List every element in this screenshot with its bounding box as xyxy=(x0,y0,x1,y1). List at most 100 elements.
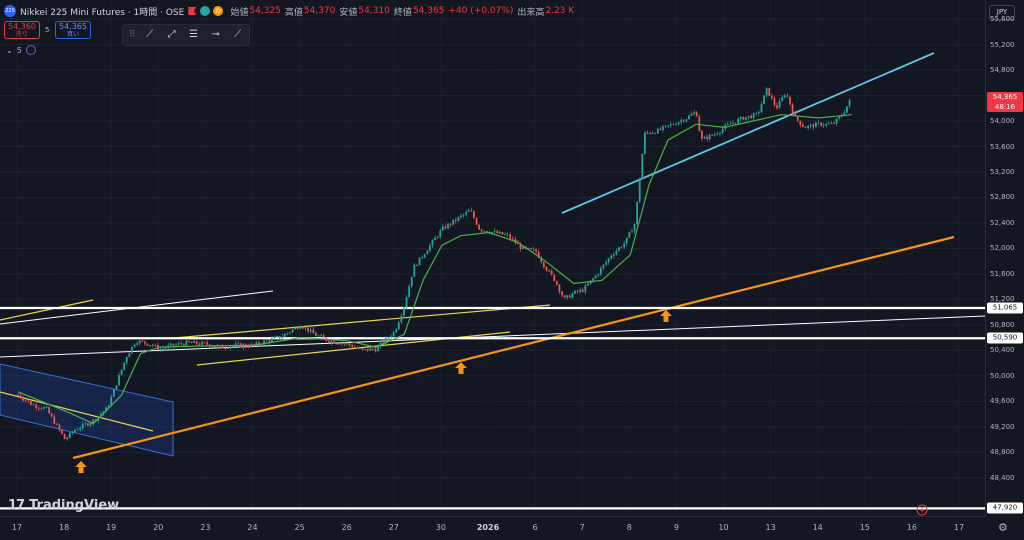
indicator-row[interactable]: ⌄ 5 xyxy=(6,45,36,55)
candle xyxy=(338,342,341,345)
horizontal-ray-tool-icon[interactable]: ⊸ xyxy=(211,29,220,40)
buy-button[interactable]: 54,365 買い xyxy=(55,21,91,39)
spread-value: 5 xyxy=(45,26,50,34)
candle-body xyxy=(677,122,680,125)
x-tick-label: 9 xyxy=(673,523,679,532)
candle-body xyxy=(636,201,639,225)
candle-body xyxy=(302,327,304,329)
delayed-data-badge[interactable]: D xyxy=(213,6,224,16)
drag-handle-icon[interactable]: ⠿ xyxy=(129,30,136,40)
candle-body xyxy=(713,134,716,136)
candle xyxy=(167,342,170,350)
indicator-circle-icon[interactable] xyxy=(25,45,36,55)
candle xyxy=(302,326,304,330)
candle-body xyxy=(125,357,128,363)
candle-body xyxy=(483,231,486,232)
candle-body xyxy=(719,132,721,134)
candle-body xyxy=(548,270,550,272)
candle xyxy=(700,129,703,142)
candle xyxy=(198,341,201,346)
candle xyxy=(457,216,460,222)
candle xyxy=(755,111,758,116)
candle xyxy=(439,228,442,239)
candle xyxy=(605,259,607,266)
candle xyxy=(22,395,25,403)
candle-body xyxy=(602,264,605,269)
candle-body xyxy=(43,407,45,409)
candle xyxy=(149,344,152,348)
candle-body xyxy=(195,341,198,344)
candle-body xyxy=(211,346,214,348)
symbol-logo[interactable]: 225 xyxy=(4,5,16,17)
candle xyxy=(729,120,732,125)
candle-body xyxy=(260,344,263,346)
candle-body xyxy=(364,348,367,350)
candle xyxy=(87,422,89,427)
candle-body xyxy=(366,348,369,351)
candle xyxy=(620,245,623,249)
candle-body xyxy=(664,125,667,127)
candle xyxy=(530,247,532,250)
candle-body xyxy=(610,256,613,259)
candle xyxy=(737,117,740,124)
candle xyxy=(812,123,815,130)
chart-plot-area[interactable] xyxy=(0,0,985,516)
candle-body xyxy=(804,126,807,129)
y-tick-label: 51,200 xyxy=(990,295,1015,304)
candle-body xyxy=(732,122,734,124)
candle-body xyxy=(149,345,152,346)
candle xyxy=(615,248,618,256)
currency-selector[interactable]: JPY xyxy=(989,5,1015,20)
candle xyxy=(501,231,504,235)
candle-body xyxy=(555,281,558,285)
candle xyxy=(783,93,786,99)
candle xyxy=(750,113,753,119)
candle xyxy=(465,209,468,217)
candle xyxy=(172,343,175,349)
candle xyxy=(656,127,659,134)
x-tick-label: 8 xyxy=(626,523,632,532)
candle-body xyxy=(403,307,405,316)
parallel-channel-tool-icon[interactable]: ☰ xyxy=(189,29,199,40)
flag-icon[interactable] xyxy=(188,7,197,15)
x-tick-label: 10 xyxy=(718,523,729,532)
candle-body xyxy=(581,289,584,292)
candle-body xyxy=(120,369,123,376)
candle-body xyxy=(716,133,719,135)
candle-body xyxy=(94,419,97,421)
extended-line-tool-icon[interactable]: ⟋ xyxy=(234,29,242,40)
y-tick-label: 49,200 xyxy=(990,422,1015,431)
lightning-icon[interactable] xyxy=(916,504,928,516)
candle xyxy=(597,273,600,278)
candle xyxy=(428,243,431,253)
candle-body xyxy=(63,433,66,440)
candle xyxy=(304,324,307,331)
chevron-down-icon[interactable]: ⌄ xyxy=(6,45,13,55)
candle-body xyxy=(392,331,395,337)
price-axis[interactable]: JPY 48,400 48,800 49,200 49,600 50,000 50,400… xyxy=(985,0,1024,516)
ray-tool-icon[interactable]: ⤢ xyxy=(167,29,176,40)
symbol-title[interactable]: Nikkei 225 Mini Futures · 1時間 · OSE xyxy=(20,7,185,18)
indicator-count: 5 xyxy=(16,45,22,55)
candle xyxy=(387,336,390,341)
candle-body xyxy=(53,416,56,424)
candle xyxy=(654,132,657,135)
candle-body xyxy=(680,120,683,123)
drawing-toolbar[interactable]: ⠿ ⟋ ⤢ ☰ ⊸ ⟋ xyxy=(122,24,250,46)
tradingview-logo[interactable]: 17 TradingView xyxy=(8,498,119,513)
time-axis[interactable]: 17 18 19 20 23 24 25 26 27 30 2026 6 7 8 9 10 13 14 15 16 17 xyxy=(0,516,985,540)
candle-body xyxy=(418,257,421,266)
candle-body xyxy=(825,123,828,126)
trendline-tool-icon[interactable]: ⟋ xyxy=(146,29,154,40)
candle xyxy=(542,261,545,269)
candle xyxy=(434,235,436,241)
candle-body xyxy=(473,211,475,219)
candle xyxy=(612,252,615,259)
x-tick-label: 7 xyxy=(579,523,585,532)
x-tick-label: 20 xyxy=(153,523,164,532)
gear-icon[interactable]: ⚙ xyxy=(998,521,1008,534)
candle-body xyxy=(110,396,113,407)
candle-body xyxy=(485,231,488,233)
candle-body xyxy=(317,335,320,337)
sell-button[interactable]: 54,360 売り xyxy=(4,21,40,39)
